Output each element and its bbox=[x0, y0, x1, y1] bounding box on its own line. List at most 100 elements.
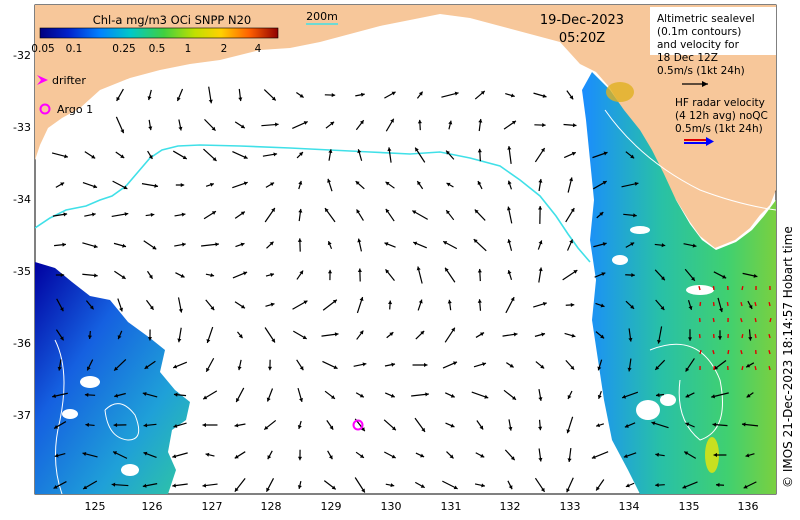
credit-label: © IMOS 21-Dec-2023 18:14:57 Hobart time bbox=[781, 226, 795, 488]
velocity-arrow bbox=[172, 452, 188, 459]
chlorophyll-patch-east bbox=[582, 72, 776, 494]
velocity-arrow bbox=[204, 118, 216, 132]
velocity-arrow bbox=[385, 181, 395, 189]
velocity-arrow bbox=[234, 211, 246, 219]
velocity-arrow bbox=[203, 210, 217, 220]
velocity-arrow bbox=[384, 392, 396, 398]
velocity-arrow bbox=[534, 147, 546, 163]
velocity-arrow bbox=[628, 328, 633, 342]
velocity-arrow bbox=[355, 92, 365, 97]
velocity-arrow bbox=[745, 362, 755, 368]
velocity-arrow bbox=[655, 483, 665, 488]
drifter-legend: drifter bbox=[37, 74, 86, 87]
velocity-arrow bbox=[355, 392, 365, 398]
velocity-arrow bbox=[473, 362, 487, 368]
velocity-arrow bbox=[623, 452, 637, 458]
velocity-arrow bbox=[292, 300, 308, 310]
velocity-arrow bbox=[416, 266, 423, 284]
velocity-arrow bbox=[234, 478, 246, 492]
velocity-arrow bbox=[357, 238, 363, 252]
velocity-arrow bbox=[87, 330, 92, 340]
velocity-arrow bbox=[172, 483, 188, 488]
velocity-arrow bbox=[173, 422, 187, 428]
velocity-arrow bbox=[357, 149, 363, 161]
hf-radar-arrow bbox=[741, 285, 744, 291]
velocity-arrow bbox=[655, 452, 665, 457]
velocity-arrow bbox=[503, 389, 517, 401]
velocity-arrow bbox=[297, 480, 302, 490]
velocity-arrow bbox=[178, 119, 183, 131]
velocity-arrow bbox=[52, 212, 68, 217]
x-tick-label: 126 bbox=[142, 500, 163, 513]
velocity-arrow bbox=[355, 451, 365, 459]
velocity-arrow bbox=[748, 329, 753, 341]
velocity-arrow bbox=[743, 481, 757, 489]
velocity-arrow bbox=[235, 387, 245, 403]
colorbar-gradient bbox=[39, 27, 279, 39]
velocity-arrow bbox=[412, 210, 428, 220]
velocity-arrow bbox=[144, 360, 156, 370]
velocity-arrow bbox=[326, 420, 334, 430]
hf-radar-arrow bbox=[741, 365, 744, 371]
sealevel-contour bbox=[54, 339, 65, 494]
drifter-label: drifter bbox=[52, 74, 86, 87]
velocity-arrow bbox=[262, 152, 278, 157]
x-tick-label: 130 bbox=[381, 500, 402, 513]
hf-radar-arrow bbox=[754, 333, 757, 339]
velocity-arrow bbox=[57, 359, 62, 371]
velocity-arrow bbox=[322, 360, 338, 370]
velocity-arrow bbox=[417, 299, 423, 311]
velocity-arrow bbox=[506, 206, 513, 224]
velocity-arrow-field bbox=[51, 86, 759, 493]
velocity-arrow bbox=[655, 299, 665, 311]
velocity-arrow bbox=[477, 180, 483, 190]
velocity-arrow bbox=[112, 180, 128, 190]
velocity-arrow bbox=[176, 88, 184, 102]
argo-float-icon bbox=[39, 103, 51, 115]
velocity-arrow bbox=[263, 419, 277, 431]
velocity-arrow bbox=[265, 478, 275, 492]
velocity-arrow bbox=[564, 332, 576, 338]
velocity-arrow bbox=[53, 481, 67, 489]
velocity-arrow bbox=[386, 331, 394, 339]
x-tick-label: 132 bbox=[500, 500, 521, 513]
velocity-arrow bbox=[534, 123, 546, 128]
altimetry-legend-line: (0.1m contours) bbox=[657, 26, 741, 38]
velocity-arrow bbox=[534, 332, 546, 337]
velocity-arrow bbox=[383, 419, 397, 431]
hf-radar-arrow bbox=[768, 333, 771, 339]
velocity-arrow bbox=[445, 392, 455, 398]
velocity-arrow bbox=[85, 422, 95, 427]
velocity-arrow bbox=[476, 420, 484, 430]
velocity-arrow bbox=[115, 151, 125, 159]
velocity-arrow bbox=[717, 330, 723, 340]
velocity-arrow bbox=[205, 299, 215, 311]
chlorophyll-patch-west bbox=[35, 262, 190, 494]
velocity-arrow bbox=[205, 357, 215, 373]
velocity-arrow bbox=[354, 477, 366, 493]
velocity-arrow bbox=[593, 242, 607, 248]
velocity-arrow bbox=[687, 329, 693, 341]
velocity-arrow bbox=[685, 358, 695, 372]
colorbar: Chl-a mg/m3 OCi SNPP N20 0.05 0.1 0.25 0… bbox=[31, 13, 279, 55]
velocity-arrow bbox=[595, 423, 605, 428]
altimetry-legend-line: Altimetric sealevel bbox=[657, 13, 755, 25]
velocity-arrow bbox=[596, 211, 604, 219]
velocity-arrow bbox=[416, 180, 424, 190]
x-tick-label: 134 bbox=[619, 500, 640, 513]
velocity-arrow bbox=[322, 299, 338, 311]
velocity-arrow bbox=[505, 296, 515, 314]
velocity-arrow bbox=[533, 92, 547, 98]
velocity-arrow bbox=[475, 332, 485, 338]
argo-label: Argo 1 bbox=[57, 103, 93, 116]
velocity-arrow bbox=[143, 240, 157, 250]
velocity-arrow bbox=[203, 148, 217, 162]
velocity-arrow bbox=[654, 269, 666, 281]
velocity-arrow bbox=[234, 301, 246, 309]
velocity-arrow bbox=[448, 120, 453, 130]
velocity-arrow bbox=[237, 331, 243, 339]
velocity-arrow bbox=[355, 180, 365, 190]
altimetry-legend-line: and velocity for bbox=[657, 39, 740, 51]
velocity-arrow bbox=[683, 243, 697, 248]
velocity-arrow bbox=[412, 362, 428, 368]
